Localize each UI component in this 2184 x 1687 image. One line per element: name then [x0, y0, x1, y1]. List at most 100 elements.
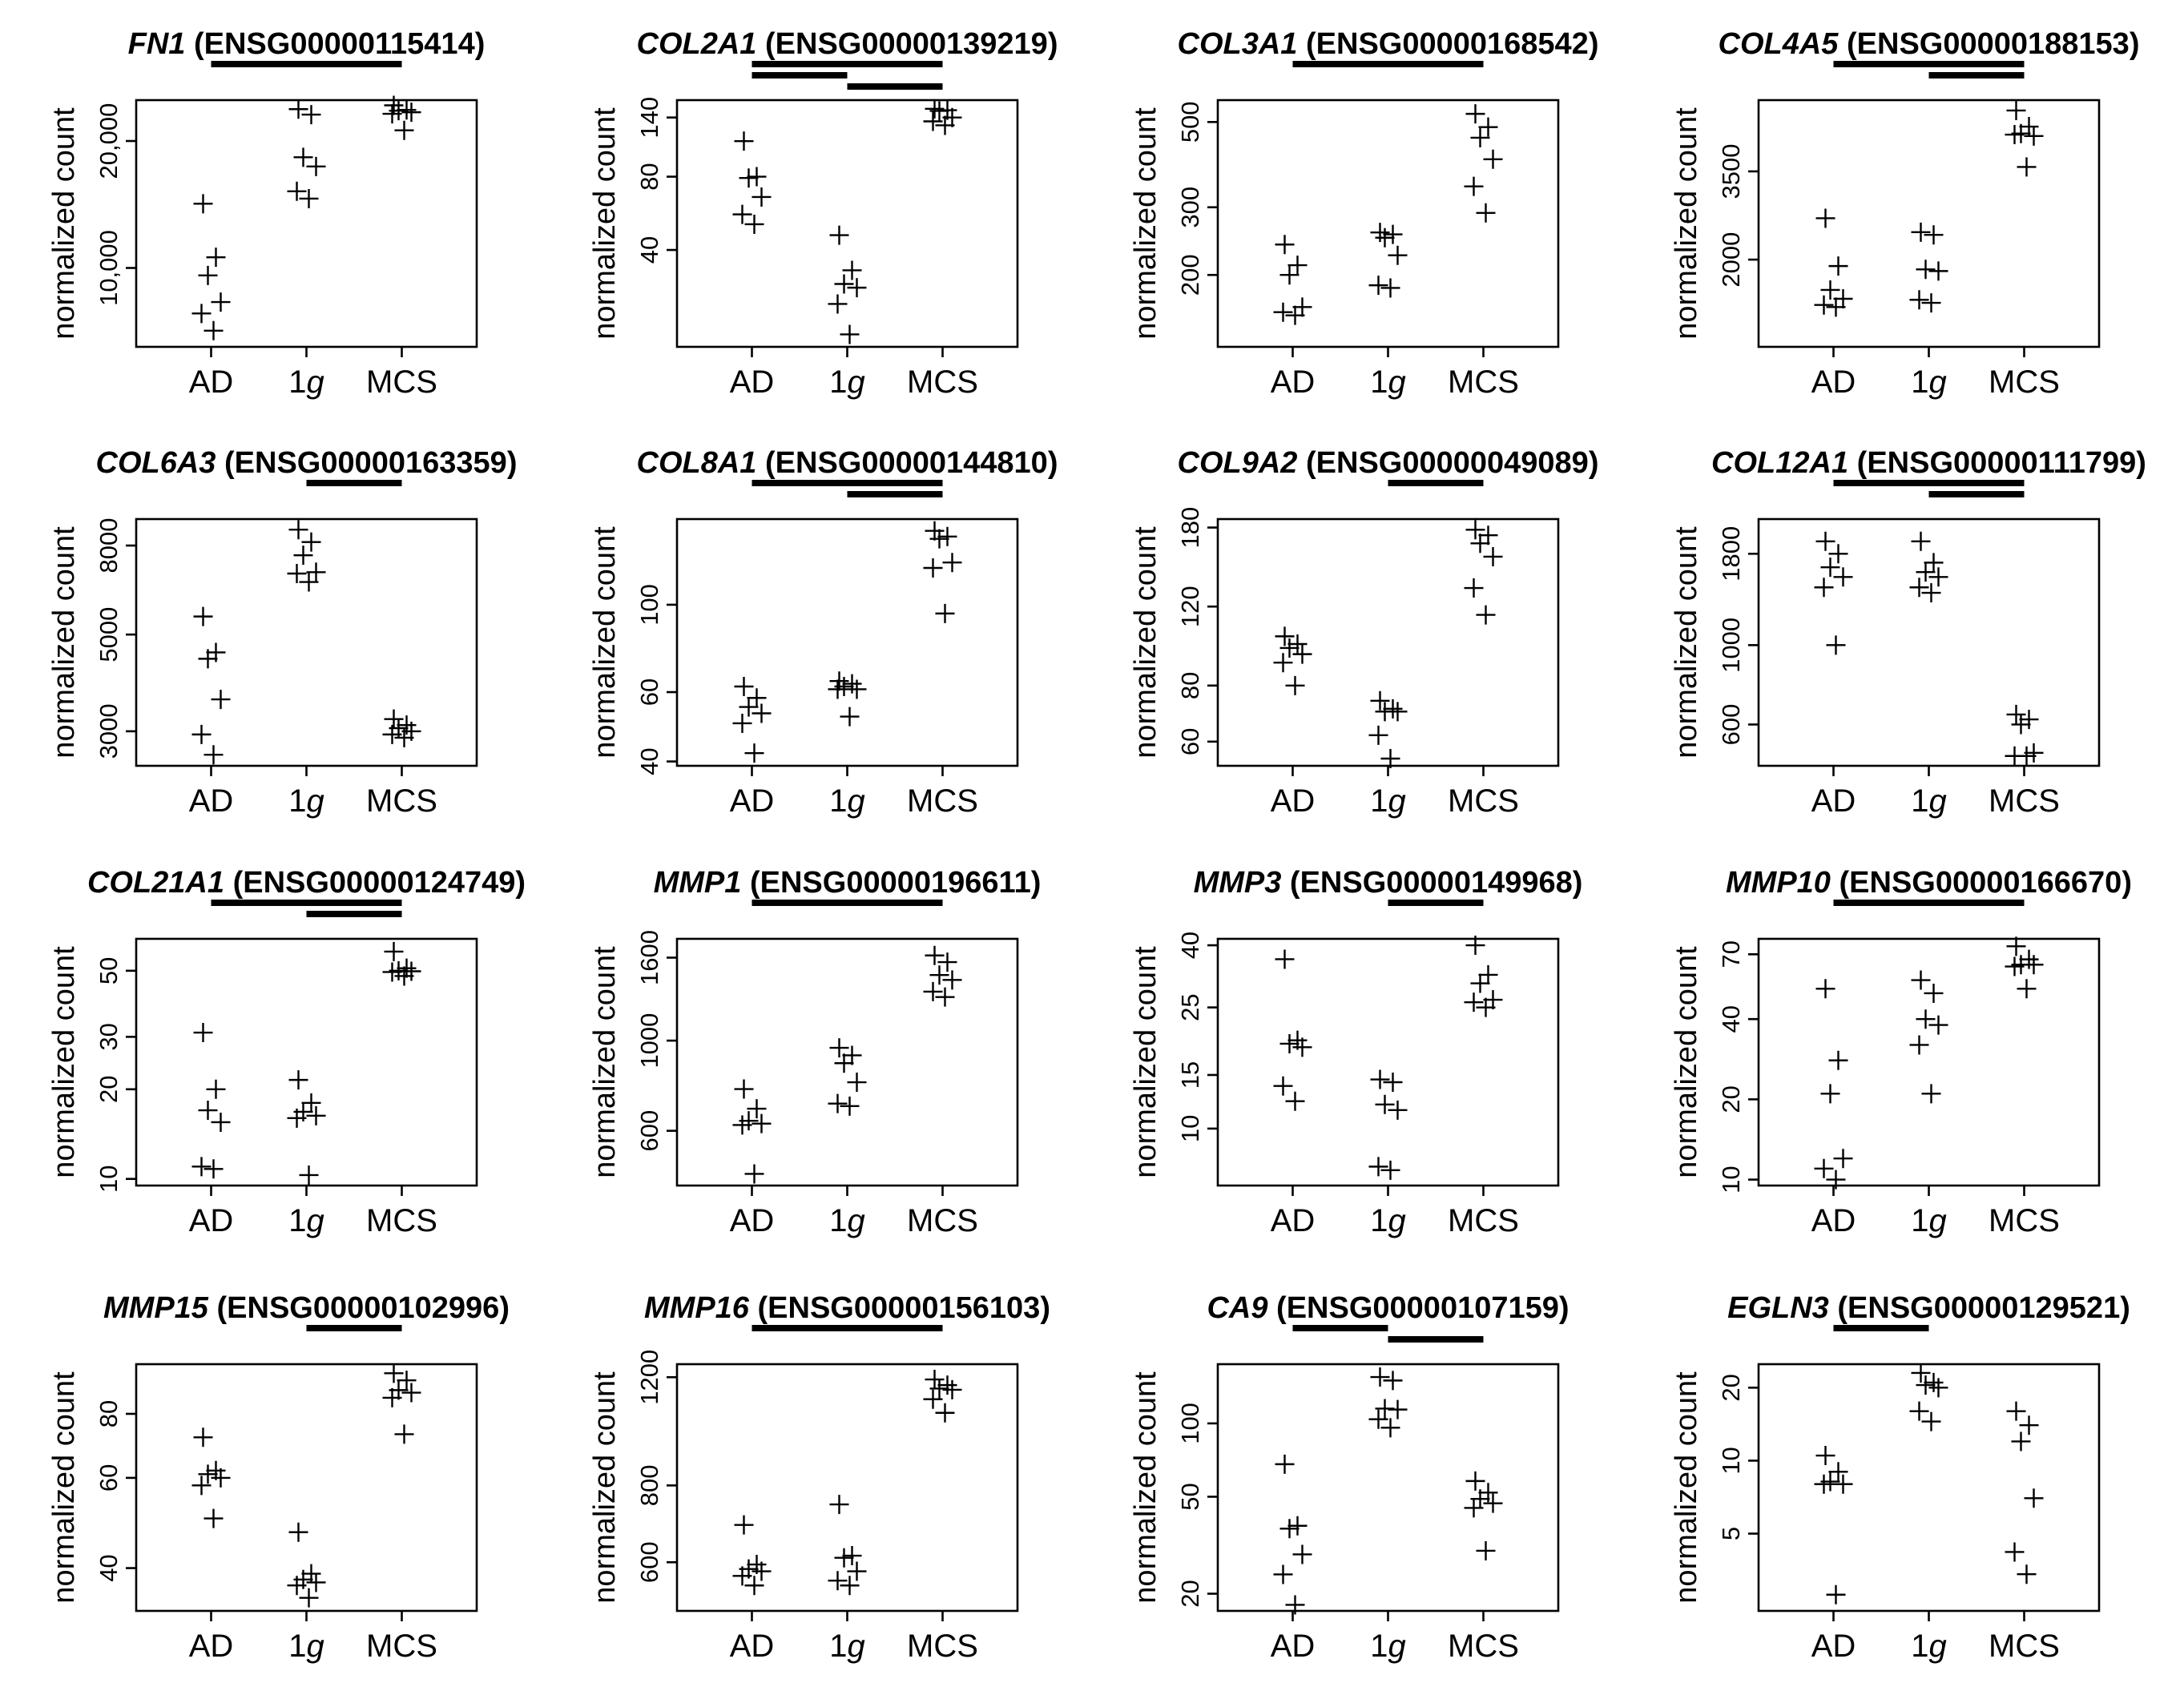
ensembl-id: (ENSG00000139219): [756, 27, 1058, 61]
data-point: [923, 981, 943, 1001]
data-point: [1814, 295, 1834, 315]
data-point: [306, 562, 326, 582]
panel-title: MMP15 (ENSG00000102996): [103, 1291, 510, 1325]
plot-frame: [1757, 937, 2101, 1187]
data-point: [2024, 955, 2044, 975]
y-tick-label: 2000: [1717, 232, 1745, 288]
data-point: [1464, 578, 1484, 598]
data-point: [1916, 562, 1936, 582]
data-point: [203, 745, 224, 765]
data-point: [293, 546, 313, 566]
y-axis-label: normalized count: [1129, 107, 1163, 340]
panel-mmp16: MMP16 (ENSG00000156103) 600 800 1200 normali…: [588, 1291, 1050, 1664]
data-point: [1820, 1084, 1840, 1104]
y-axis-label: normalized count: [588, 1371, 622, 1604]
data-point: [1815, 208, 1835, 228]
data-point: [937, 952, 957, 972]
x-tick-label-ad: AD: [189, 1629, 234, 1664]
gene-symbol: MMP16: [644, 1291, 750, 1325]
ensembl-id: (ENSG00000124749): [224, 866, 526, 900]
data-point: [1916, 1375, 1936, 1395]
data-point: [299, 1588, 319, 1608]
ensembl-id: (ENSG00000156103): [749, 1291, 1050, 1325]
panel-title: FN1 (ENSG00000115414): [128, 27, 486, 61]
data-point: [2005, 125, 2025, 145]
panel-mmp10: MMP10 (ENSG00000166670) 10 20 40 70 normalize…: [1670, 866, 2132, 1238]
y-tick-label: 800: [635, 1465, 663, 1507]
data-point: [1814, 1158, 1834, 1178]
data-point: [732, 713, 752, 733]
x-tick-label-mcs: MCS: [1448, 1629, 1519, 1664]
y-axis-label: normalized count: [1129, 946, 1163, 1178]
data-point: [1287, 1516, 1308, 1536]
data-point: [1370, 1367, 1390, 1387]
data-point: [288, 1522, 308, 1542]
data-point: [1911, 222, 1931, 242]
plot-frame: [135, 99, 478, 348]
data-point: [1826, 297, 1846, 317]
data-point: [929, 101, 949, 121]
data-point: [2019, 710, 2039, 730]
data-point: [1828, 1462, 1848, 1482]
data-point: [1928, 1378, 1948, 1398]
x-tick-label-ad: AD: [730, 364, 775, 400]
y-axis-label: normalized count: [1670, 946, 1703, 1178]
data-point: [1826, 1584, 1846, 1604]
data-point: [1465, 520, 1485, 540]
data-point: [929, 529, 949, 549]
data-point: [744, 214, 764, 234]
y-tick-label: 100: [635, 584, 663, 626]
data-point: [1470, 973, 1490, 993]
plot-frame: [1216, 1363, 1560, 1613]
data-point: [394, 120, 414, 140]
panel-title: MMP1 (ENSG00000196611): [654, 866, 1042, 900]
data-point: [1375, 1094, 1395, 1114]
data-point: [191, 1157, 212, 1177]
data-point: [1273, 1076, 1293, 1096]
data-point: [206, 248, 226, 268]
x-tick-label-mcs: MCS: [366, 1203, 437, 1238]
data-point: [923, 558, 943, 578]
data-point: [2005, 1542, 2025, 1562]
panel-title: COL21A1 (ENSG00000124749): [87, 866, 526, 900]
panel-fn1: FN1 (ENSG00000115414) 10,000 20,000 normali…: [47, 27, 485, 400]
panel-title: COL6A3 (ENSG00000163359): [96, 446, 518, 480]
data-point: [734, 677, 754, 697]
x-tick-label-ad: AD: [1811, 364, 1856, 400]
data-point: [752, 187, 772, 207]
data-point: [1368, 725, 1388, 745]
data-point: [929, 965, 949, 985]
data-point: [2006, 100, 2026, 120]
panel-mmp15: MMP15 (ENSG00000102996) 40 60 80 normalized …: [47, 1291, 510, 1664]
data-point: [829, 225, 849, 245]
x-tick-label-1g: 1g: [1370, 364, 1406, 400]
data-point: [299, 188, 319, 208]
y-tick-label: 25: [1176, 993, 1204, 1021]
data-point: [2005, 956, 2025, 976]
data-point: [401, 1383, 421, 1403]
data-point: [935, 603, 955, 623]
data-point: [732, 1115, 752, 1135]
data-point: [1292, 644, 1312, 664]
data-point: [193, 1427, 213, 1447]
data-point: [301, 532, 321, 552]
data-point: [287, 1108, 307, 1128]
y-tick-label: 1800: [1717, 526, 1745, 582]
data-point: [1814, 578, 1834, 598]
data-point: [1465, 936, 1485, 956]
y-axis-label: normalized count: [1129, 526, 1163, 759]
panel-egln3: EGLN3 (ENSG00000129521) 5 10 20 normalized c…: [1670, 1291, 2130, 1664]
data-point: [394, 1424, 414, 1444]
data-point: [2017, 1564, 2037, 1584]
data-point: [2017, 746, 2037, 766]
data-point: [1380, 1418, 1400, 1438]
panel-col8a1: COL8A1 (ENSG00000144810) 40 60 100 normalize…: [588, 446, 1058, 819]
y-tick-label: 40: [635, 236, 663, 264]
data-point: [840, 1576, 860, 1596]
panel-col12a1: COL12A1 (ENSG00000111799) 600 1000 1800 norm…: [1670, 446, 2146, 819]
data-point: [1273, 1564, 1293, 1584]
data-point: [1916, 260, 1936, 280]
data-point: [1380, 278, 1400, 298]
data-point: [734, 131, 754, 151]
